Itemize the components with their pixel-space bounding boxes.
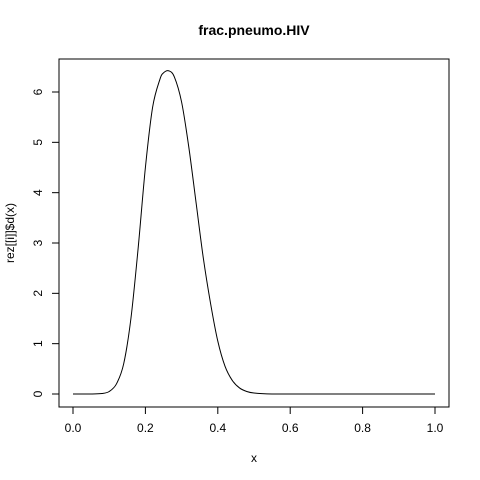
x-tick-label: 0.8 [354,421,371,435]
y-axis-label: rez[[i]]$d(x) [3,203,17,263]
x-axis-label: x [251,451,257,465]
y-tick-label: 5 [31,139,45,146]
y-tick-label: 0 [31,390,45,397]
x-axis: 0.0 0.2 0.4 0.6 0.8 1.0 [65,406,444,435]
y-tick-label: 1 [31,340,45,347]
y-tick-label: 6 [31,88,45,95]
x-tick-label: 0.2 [137,421,154,435]
x-tick-label: 1.0 [427,421,444,435]
y-tick-label: 4 [31,189,45,196]
density-curve [73,70,435,395]
y-tick-label: 3 [31,239,45,246]
x-tick-label: 0.6 [282,421,299,435]
x-tick-label: 0.4 [209,421,226,435]
y-tick-label: 2 [31,290,45,297]
chart-title: frac.pneumo.HIV [198,22,310,38]
x-tick-label: 0.0 [65,421,82,435]
plot-frame [58,58,450,408]
y-axis: 0 1 2 3 4 5 6 [31,88,60,397]
